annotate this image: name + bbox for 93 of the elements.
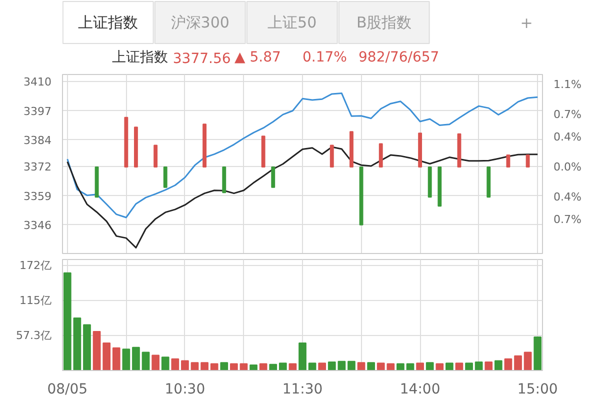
bar xyxy=(122,348,130,370)
y-tick-label: 115亿 xyxy=(20,294,52,307)
bar xyxy=(426,362,434,370)
y2-tick-label: 0.0% xyxy=(554,160,582,174)
bar xyxy=(438,166,442,207)
x-tick-label: 15:00 xyxy=(517,382,558,398)
bar xyxy=(418,132,422,168)
text: ▲ 5.87 xyxy=(234,50,281,66)
bar xyxy=(250,364,258,370)
bar xyxy=(161,356,170,370)
bar xyxy=(73,318,82,370)
bar xyxy=(222,166,226,194)
y-tick-label: 57.3亿 xyxy=(16,329,52,342)
bar xyxy=(134,126,138,168)
bar xyxy=(357,362,366,370)
text: + xyxy=(520,14,533,32)
bar xyxy=(338,360,346,370)
bar xyxy=(396,363,404,370)
bar xyxy=(486,166,491,198)
y2-tick-label: 0.7% xyxy=(554,108,582,121)
bar xyxy=(378,143,383,168)
y2-tick-label: 1.1% xyxy=(554,78,582,91)
bar xyxy=(163,166,168,188)
y-tick-label: 3359 xyxy=(24,190,52,203)
bar xyxy=(269,364,278,370)
bar xyxy=(278,362,287,370)
x-tick-label: 14:00 xyxy=(400,382,440,398)
bar xyxy=(230,363,238,370)
bar xyxy=(220,362,228,370)
x-tick-label: 11:30 xyxy=(282,382,323,398)
bar xyxy=(514,355,522,370)
bar xyxy=(465,362,473,370)
bar xyxy=(63,272,72,370)
bar xyxy=(92,330,101,370)
text: B股指数 xyxy=(356,14,412,32)
bar xyxy=(330,144,334,168)
bar xyxy=(526,154,530,168)
y-tick-label: 172亿 xyxy=(20,259,52,272)
bar xyxy=(416,362,424,370)
text: 3377.56 xyxy=(172,51,231,67)
bar xyxy=(124,116,128,168)
bar xyxy=(534,336,542,370)
y2-tick-label: 0.4% xyxy=(554,130,582,144)
bar xyxy=(171,358,180,370)
x-tick-label: 10:30 xyxy=(164,382,206,398)
bar xyxy=(328,361,336,370)
bar xyxy=(474,361,483,370)
line-series xyxy=(66,92,538,218)
text: 0.17% xyxy=(302,50,347,66)
bar xyxy=(436,363,444,370)
bar xyxy=(455,362,464,370)
bar xyxy=(350,131,354,168)
bar xyxy=(112,347,120,370)
bar xyxy=(484,361,493,370)
bar xyxy=(308,362,316,370)
bar xyxy=(367,362,375,370)
bar xyxy=(94,166,99,198)
bar xyxy=(200,362,208,370)
bar xyxy=(154,144,158,168)
y2-tick-label: 0.4% xyxy=(554,190,582,204)
y2-tick-label: 0.7% xyxy=(554,213,582,226)
bar xyxy=(524,352,532,370)
bar xyxy=(202,124,207,168)
bar xyxy=(428,166,432,198)
bar xyxy=(271,166,276,188)
y-tick-label: 3384 xyxy=(24,134,52,147)
x-tick-label: 08/05 xyxy=(47,382,88,398)
bar xyxy=(181,360,189,370)
y-tick-label: 3410 xyxy=(24,76,52,89)
bar xyxy=(102,342,111,370)
bar xyxy=(504,358,512,370)
y-tick-label: 3397 xyxy=(24,104,52,118)
y-tick-label: 3346 xyxy=(24,218,52,232)
line-series xyxy=(66,146,538,248)
bar xyxy=(132,346,140,370)
bar xyxy=(190,362,199,370)
bar xyxy=(152,354,160,370)
bar xyxy=(83,324,91,370)
chart-title: 上证指数 xyxy=(112,50,168,66)
bar xyxy=(318,362,326,370)
bar xyxy=(506,154,510,168)
bar xyxy=(298,342,306,370)
bar xyxy=(210,363,218,370)
bar xyxy=(142,352,150,370)
bar xyxy=(261,136,266,168)
bar xyxy=(494,360,502,370)
text: 上证指数 xyxy=(78,14,138,32)
text: 上证50 xyxy=(268,14,317,32)
bar xyxy=(348,360,356,370)
text: 沪深300 xyxy=(170,14,230,32)
bar xyxy=(446,362,454,370)
y-tick-label: 3372 xyxy=(24,160,52,174)
text: 982/76/657 xyxy=(358,50,440,66)
